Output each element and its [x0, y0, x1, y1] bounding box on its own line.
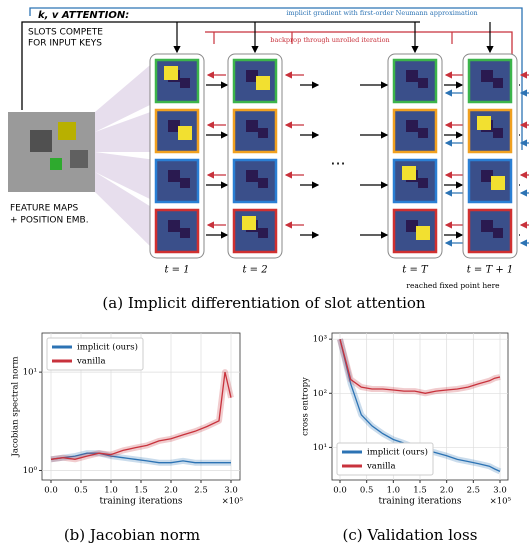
chart: 0.0 0.5 1.0 1.5 2.0 2.5 3.0 10⁰ 10¹ implicit (our… [11, 333, 244, 544]
caption: (c) Validation loss [343, 526, 478, 544]
caption: (a) Implicit differentiation of slot att… [102, 294, 426, 312]
implicit-label: implicit gradient with first-order Neuma… [286, 9, 477, 17]
y-axis-label: Jacobian spectral norm [11, 356, 21, 457]
mask-object [493, 78, 503, 88]
x-tick-label: 3.0 [224, 486, 238, 496]
mask-object [418, 178, 428, 188]
legend-label: implicit (ours) [77, 342, 138, 353]
cube [70, 150, 88, 168]
mask-object [180, 228, 190, 238]
x-tick-label: 3.0 [493, 486, 507, 496]
compete-label: FOR INPUT KEYS [28, 39, 102, 49]
fixed-point-label: reached fixed point here [406, 281, 500, 290]
mask-object [256, 76, 270, 90]
mask-object [493, 228, 503, 238]
chart: 0.0 0.5 1.0 1.5 2.0 2.5 3.0 10¹ 10² 10³ implicit (… [301, 333, 512, 544]
x-tick-label: 0.0 [44, 486, 58, 496]
x-tick-label: 0.5 [74, 486, 88, 496]
time-label: t = T [402, 265, 429, 276]
x-axis-label: training iterations [99, 497, 182, 507]
page: k, v ATTENTION: implicit gradient with f… [0, 0, 529, 550]
mask-object [258, 178, 268, 188]
x-tick-label: 0.0 [333, 486, 347, 496]
time-label: t = 2 [242, 265, 267, 276]
mask-object [246, 120, 258, 132]
time-label: t = T + 1 [467, 265, 514, 276]
mask-object [418, 128, 428, 138]
x-tick-label: 2.5 [194, 486, 208, 496]
mask-object [242, 216, 256, 230]
mask-object [246, 170, 258, 182]
legend-label: vanilla [76, 357, 106, 367]
cube [30, 130, 52, 152]
feature-label: FEATURE MAPS [10, 204, 79, 214]
mask-object [416, 226, 430, 240]
x-tick-label: 1.0 [104, 486, 118, 496]
mask-object [477, 116, 491, 130]
backprop-label: backprop through unrolled iteration [270, 36, 389, 44]
mask-object [493, 128, 503, 138]
x-tick-label: 1.5 [413, 486, 427, 496]
cube [58, 122, 76, 140]
y-tick-label: 10³ [313, 335, 327, 345]
mask-object [180, 78, 190, 88]
y-axis-label: cross entropy [301, 377, 311, 436]
mask-object [178, 126, 192, 140]
y-tick-label: 10¹ [313, 443, 327, 453]
ellipsis: ... [330, 150, 345, 169]
y-tick-label: 10⁰ [23, 466, 38, 476]
legend-label: implicit (ours) [367, 447, 428, 458]
x-tick-label: 2.5 [467, 486, 481, 496]
mask-object [481, 70, 493, 82]
mask-object [402, 166, 416, 180]
x-multiplier: ×10⁵ [222, 497, 244, 507]
mask-object [258, 128, 268, 138]
feature-label: + POSITION EMB. [10, 216, 89, 226]
mask-object [258, 228, 268, 238]
mask-object [481, 220, 493, 232]
figure: k, v ATTENTION: implicit gradient with f… [0, 0, 529, 550]
mask-object [180, 178, 190, 188]
x-tick-label: 2.0 [164, 486, 178, 496]
mask-object [406, 120, 418, 132]
x-tick-label: 0.5 [360, 486, 374, 496]
y-tick-label: 10² [313, 389, 327, 399]
mask-object [491, 176, 505, 190]
attention-label: k, v ATTENTION: [38, 10, 129, 21]
mask-object [418, 78, 428, 88]
x-multiplier: ×10⁵ [490, 497, 512, 507]
x-tick-label: 2.0 [440, 486, 454, 496]
mask-object [168, 220, 180, 232]
cube [50, 158, 62, 170]
diagram: k, v ATTENTION: implicit gradient with f… [8, 8, 529, 312]
mask-object [406, 70, 418, 82]
x-axis-label: training iterations [378, 497, 461, 507]
caption: (b) Jacobian norm [64, 526, 200, 544]
time-label: t = 1 [164, 265, 189, 276]
compete-label: SLOTS COMPETE [28, 28, 103, 38]
y-tick-label: 10¹ [23, 368, 37, 378]
mask-object [164, 66, 178, 80]
x-tick-label: 1.0 [387, 486, 401, 496]
x-tick-label: 1.5 [134, 486, 148, 496]
mask-object [168, 170, 180, 182]
legend-label: vanilla [366, 462, 396, 472]
